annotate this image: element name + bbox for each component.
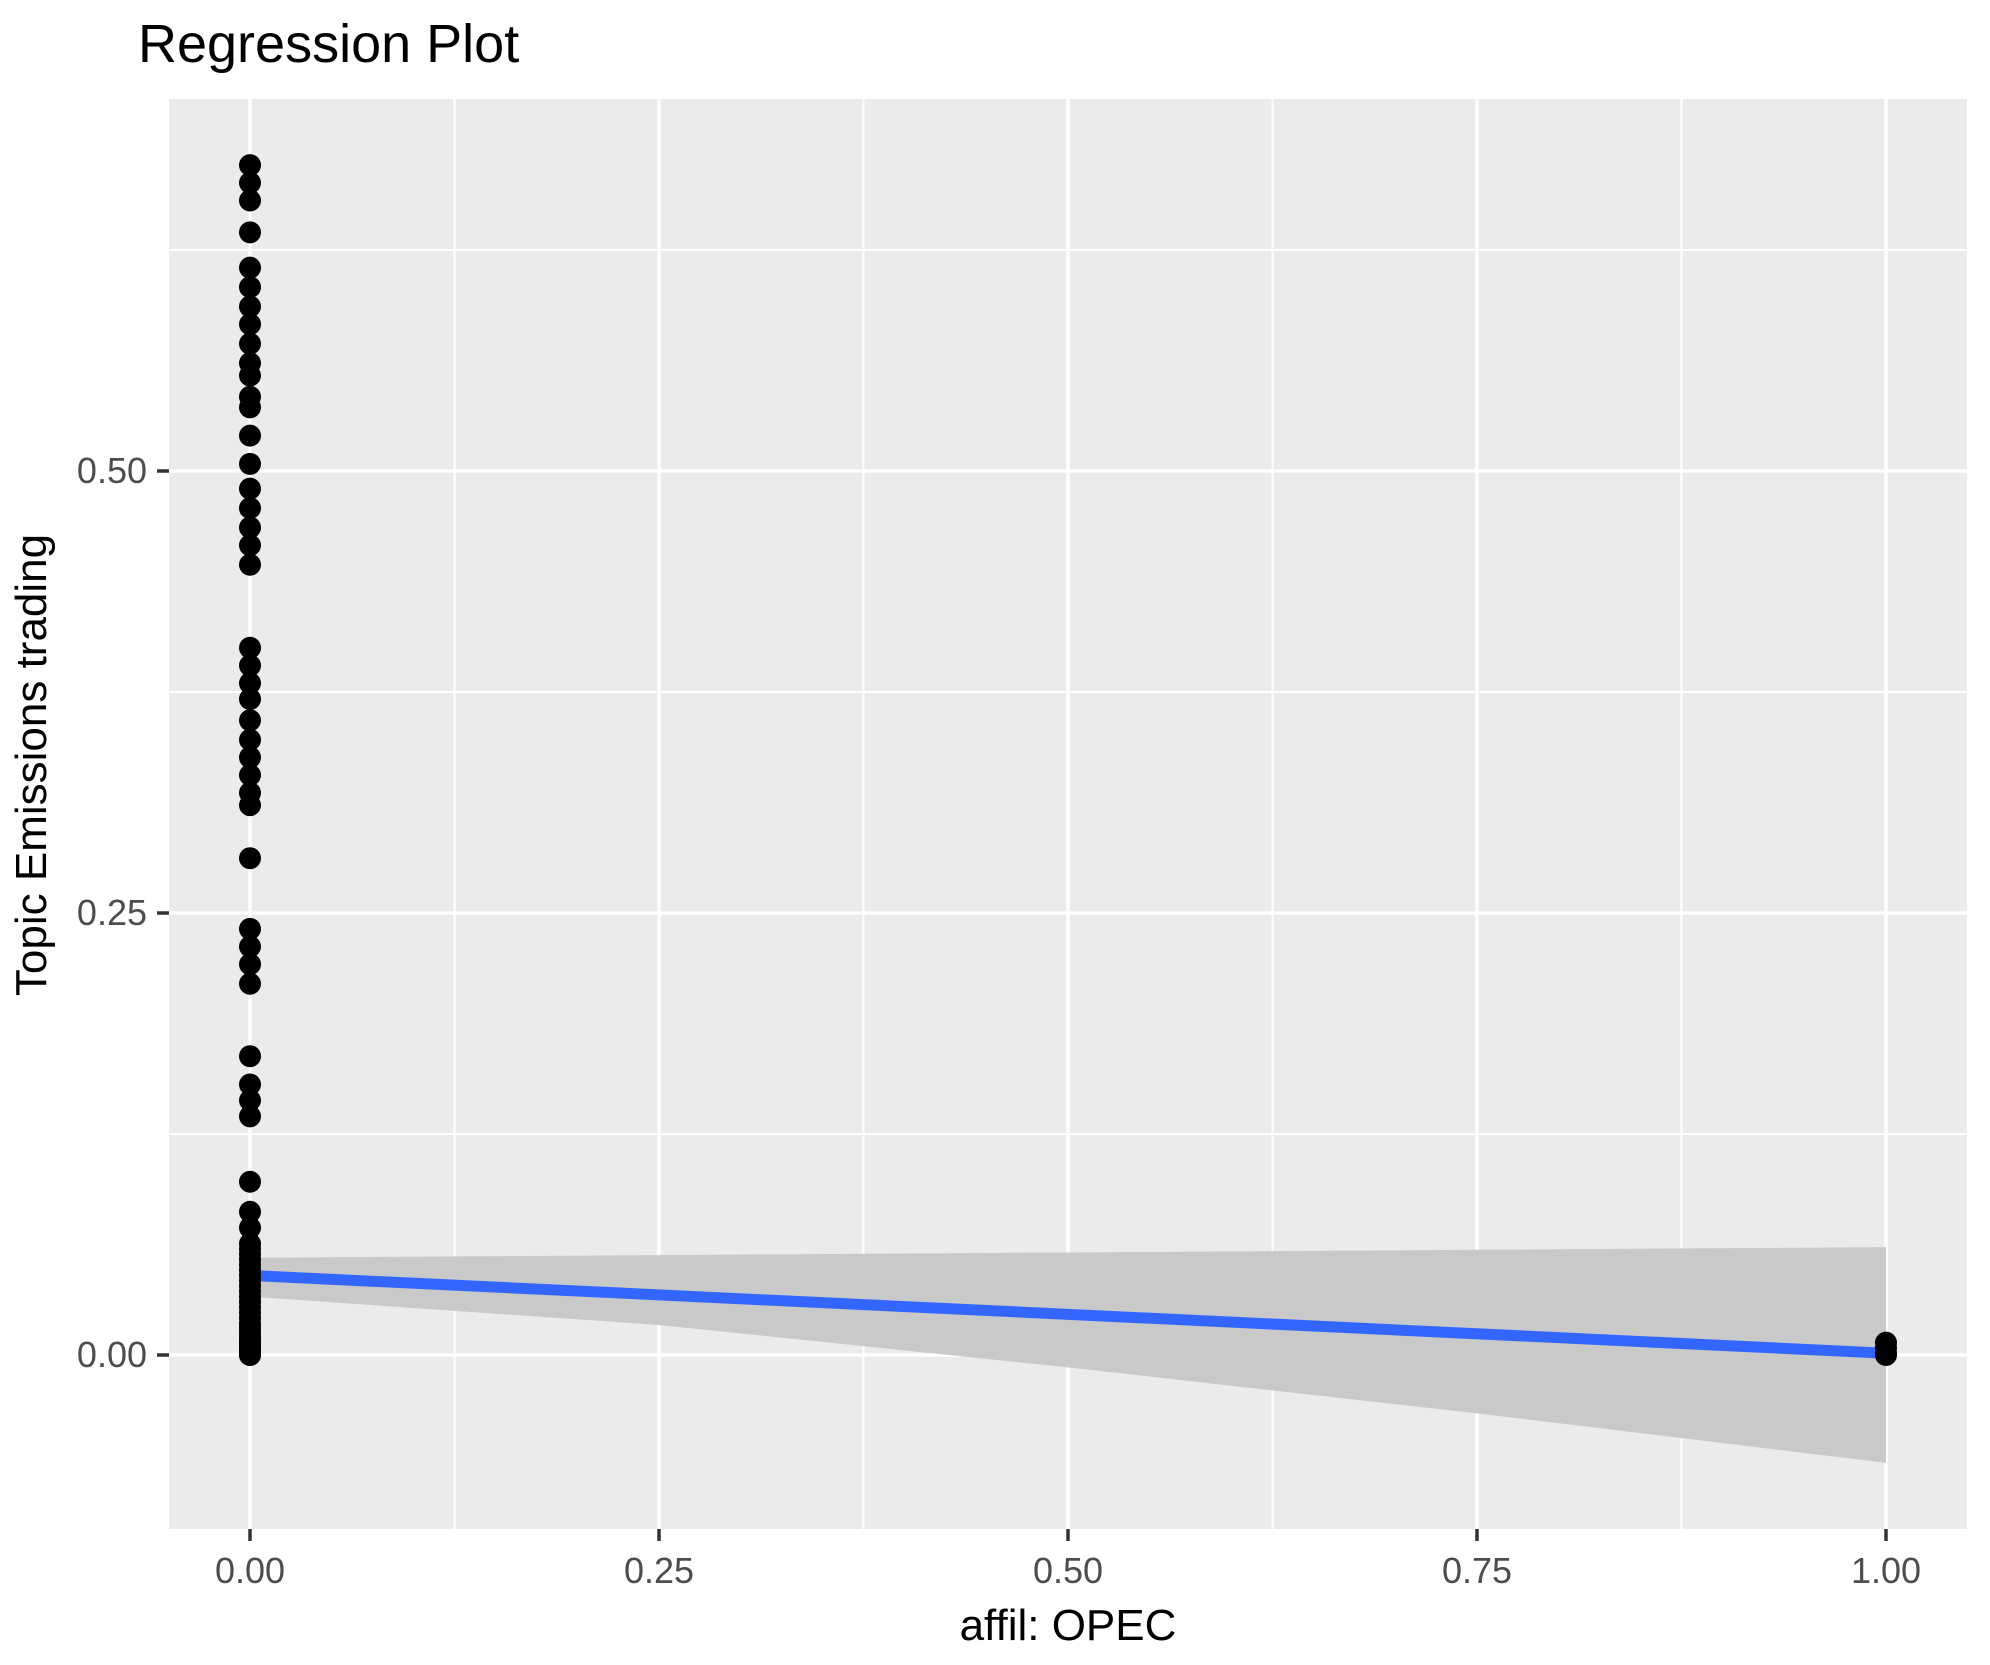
regression-line bbox=[249, 1269, 1887, 1359]
scatter-point bbox=[239, 1073, 261, 1096]
scatter-point bbox=[239, 688, 261, 711]
scatter-point bbox=[239, 764, 261, 787]
x-tick-label-1: 0.25 bbox=[624, 1550, 694, 1591]
scatter-point bbox=[239, 654, 261, 677]
scatter-point bbox=[239, 516, 261, 539]
scatter-point bbox=[239, 364, 261, 387]
scatter-point bbox=[239, 171, 261, 194]
scatter-point bbox=[239, 313, 261, 336]
scatter-point bbox=[239, 1344, 261, 1366]
scatter-point bbox=[239, 276, 261, 299]
scatter-point bbox=[239, 1200, 261, 1223]
scatter-point bbox=[239, 1089, 261, 1112]
scatter-point bbox=[239, 534, 261, 557]
data-marks-layer bbox=[239, 154, 1897, 1463]
scatter-point bbox=[239, 847, 261, 870]
x-axis-title: affil: OPEC bbox=[960, 1601, 1177, 1650]
scatter-point bbox=[239, 672, 261, 695]
scatter-point bbox=[239, 972, 261, 995]
scatter-point bbox=[239, 332, 261, 355]
scatter-point bbox=[239, 396, 261, 419]
scatter-point bbox=[239, 935, 261, 958]
x-tick-label-3: 0.75 bbox=[1442, 1550, 1512, 1591]
scatter-point bbox=[239, 953, 261, 976]
scatter-point bbox=[239, 636, 261, 659]
scatter-point bbox=[239, 1045, 261, 1068]
scatter-point bbox=[239, 1170, 261, 1193]
scatter-point bbox=[239, 1105, 261, 1128]
scatter-point bbox=[239, 189, 261, 212]
scatter-point bbox=[239, 452, 261, 475]
scatter-point bbox=[239, 154, 261, 177]
scatter-point bbox=[239, 295, 261, 318]
plot-title: Regression Plot bbox=[138, 14, 519, 74]
y-tick-label-1: 0.25 bbox=[77, 892, 147, 933]
scatter-point bbox=[239, 497, 261, 520]
scatter-point bbox=[239, 709, 261, 732]
scatter-point bbox=[239, 794, 261, 817]
y-tick-label-0: 0.00 bbox=[77, 1334, 147, 1375]
confidence-band bbox=[250, 1247, 1886, 1463]
x-tick-label-4: 1.00 bbox=[1851, 1550, 1921, 1591]
scatter-point bbox=[239, 221, 261, 244]
chart-geometry-layer bbox=[157, 99, 1967, 1541]
scatter-point bbox=[239, 477, 261, 500]
y-axis-title: Topic Emissions trading bbox=[7, 534, 56, 996]
scatter-point bbox=[239, 746, 261, 769]
scatter-point bbox=[239, 553, 261, 576]
scatter-point bbox=[239, 1216, 261, 1239]
scatter-point bbox=[239, 917, 261, 940]
y-tick-label-2: 0.50 bbox=[77, 450, 147, 491]
scatter-point bbox=[239, 728, 261, 751]
scatter-point bbox=[1875, 1344, 1897, 1366]
scatter-point bbox=[239, 256, 261, 279]
scatter-point bbox=[239, 424, 261, 447]
x-tick-label-0: 0.00 bbox=[215, 1550, 285, 1591]
x-tick-label-2: 0.50 bbox=[1033, 1550, 1103, 1591]
